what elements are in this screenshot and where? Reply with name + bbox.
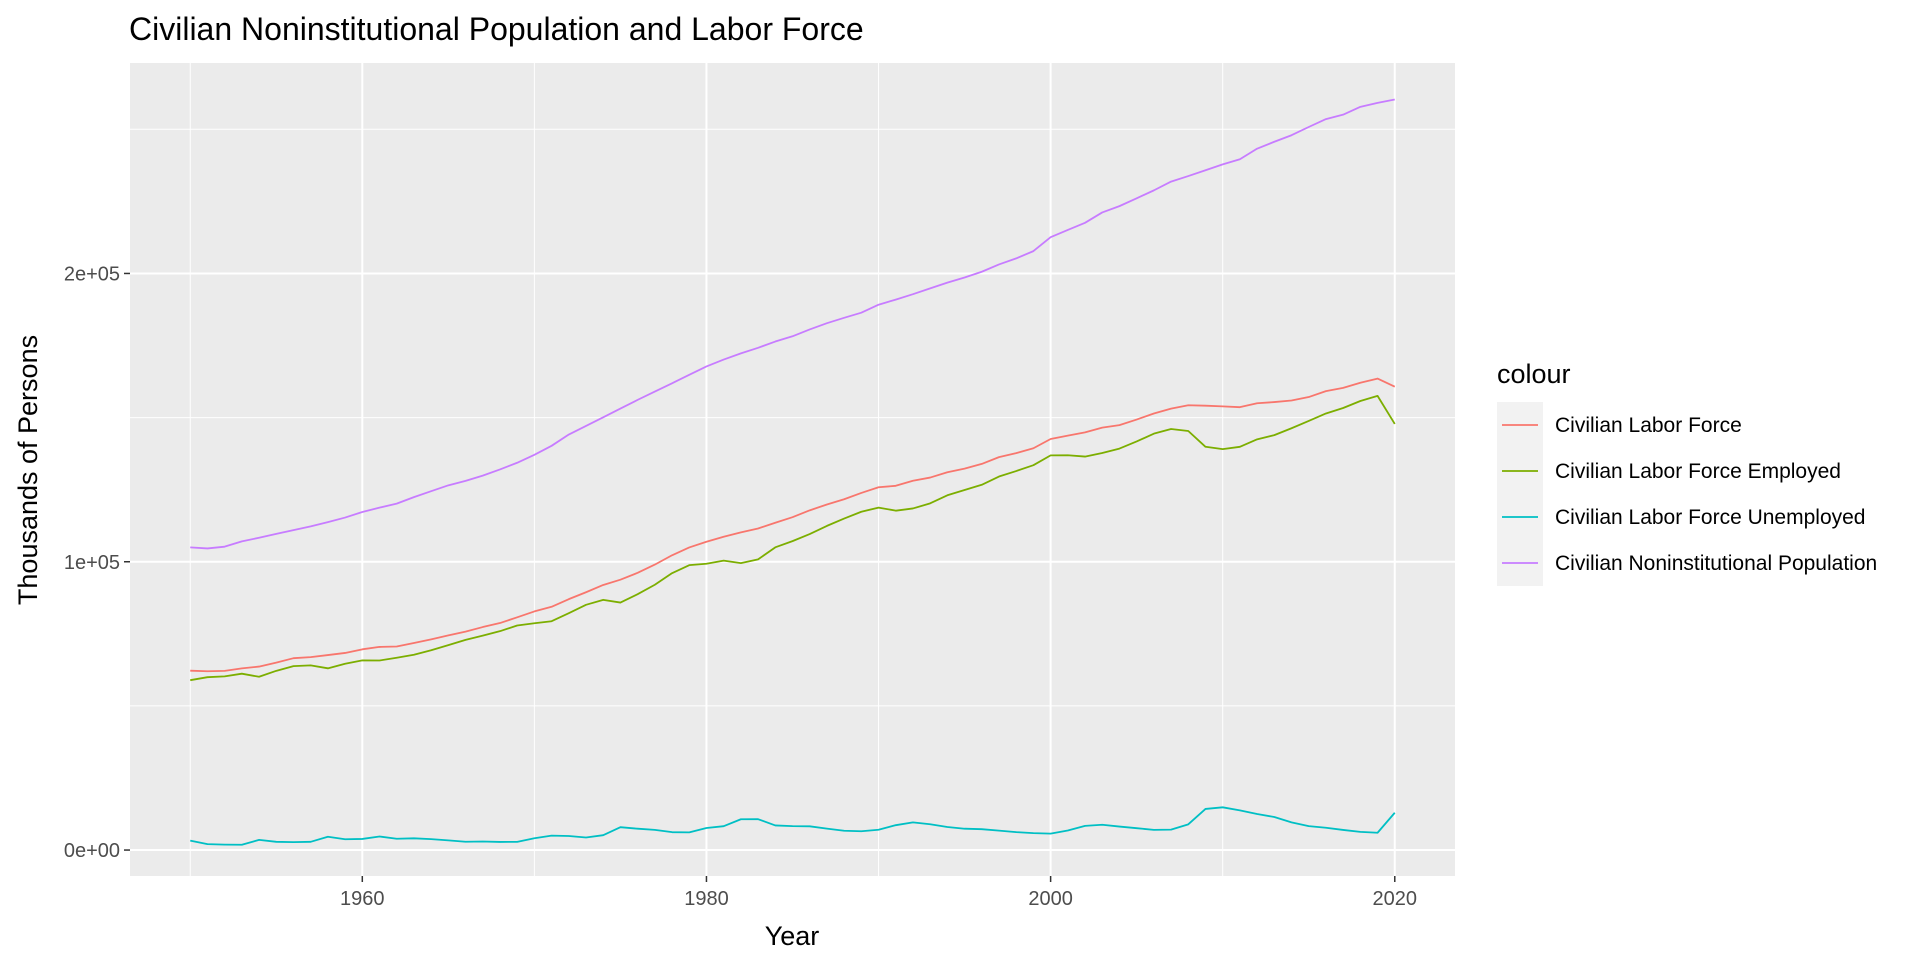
y-tick-label: 1e+05 bbox=[64, 552, 120, 574]
series-line-3 bbox=[190, 806, 1396, 846]
legend-label-1: Civilian Labor Force bbox=[1555, 414, 1742, 437]
legend-title: colour bbox=[1497, 359, 1571, 389]
x-tick-label: 1980 bbox=[684, 888, 729, 910]
minor-gridlines bbox=[130, 63, 1455, 876]
x-tick-label: 1960 bbox=[340, 888, 385, 910]
plot-panel bbox=[130, 63, 1455, 876]
major-gridlines bbox=[130, 63, 1455, 876]
legend: colour Civilian Labor Force Civilian Labo… bbox=[1497, 359, 1877, 586]
chart-title: Civilian Noninstitutional Population and… bbox=[129, 11, 864, 47]
series-line-4 bbox=[190, 98, 1395, 550]
x-tick-label: 2000 bbox=[1028, 888, 1073, 910]
legend-label-3: Civilian Labor Force Unemployed bbox=[1555, 506, 1865, 529]
legend-label-2: Civilian Labor Force Employed bbox=[1555, 460, 1841, 483]
x-tick-label: 2020 bbox=[1373, 888, 1418, 910]
y-tick-label: 0e+00 bbox=[64, 840, 120, 862]
series-lines bbox=[190, 98, 1396, 846]
legend-key-background bbox=[1497, 402, 1543, 586]
x-axis-title: Year bbox=[765, 921, 820, 951]
legend-label-4: Civilian Noninstitutional Population bbox=[1555, 552, 1877, 575]
y-tick-label: 2e+05 bbox=[64, 263, 120, 285]
x-axis: 1960 1980 2000 2020 bbox=[340, 876, 1417, 910]
series-line-1 bbox=[190, 377, 1396, 673]
y-axis-title: Thousands of Persons bbox=[13, 335, 43, 605]
y-axis: 0e+00 1e+05 2e+05 bbox=[64, 263, 130, 862]
series-line-2 bbox=[190, 394, 1396, 682]
